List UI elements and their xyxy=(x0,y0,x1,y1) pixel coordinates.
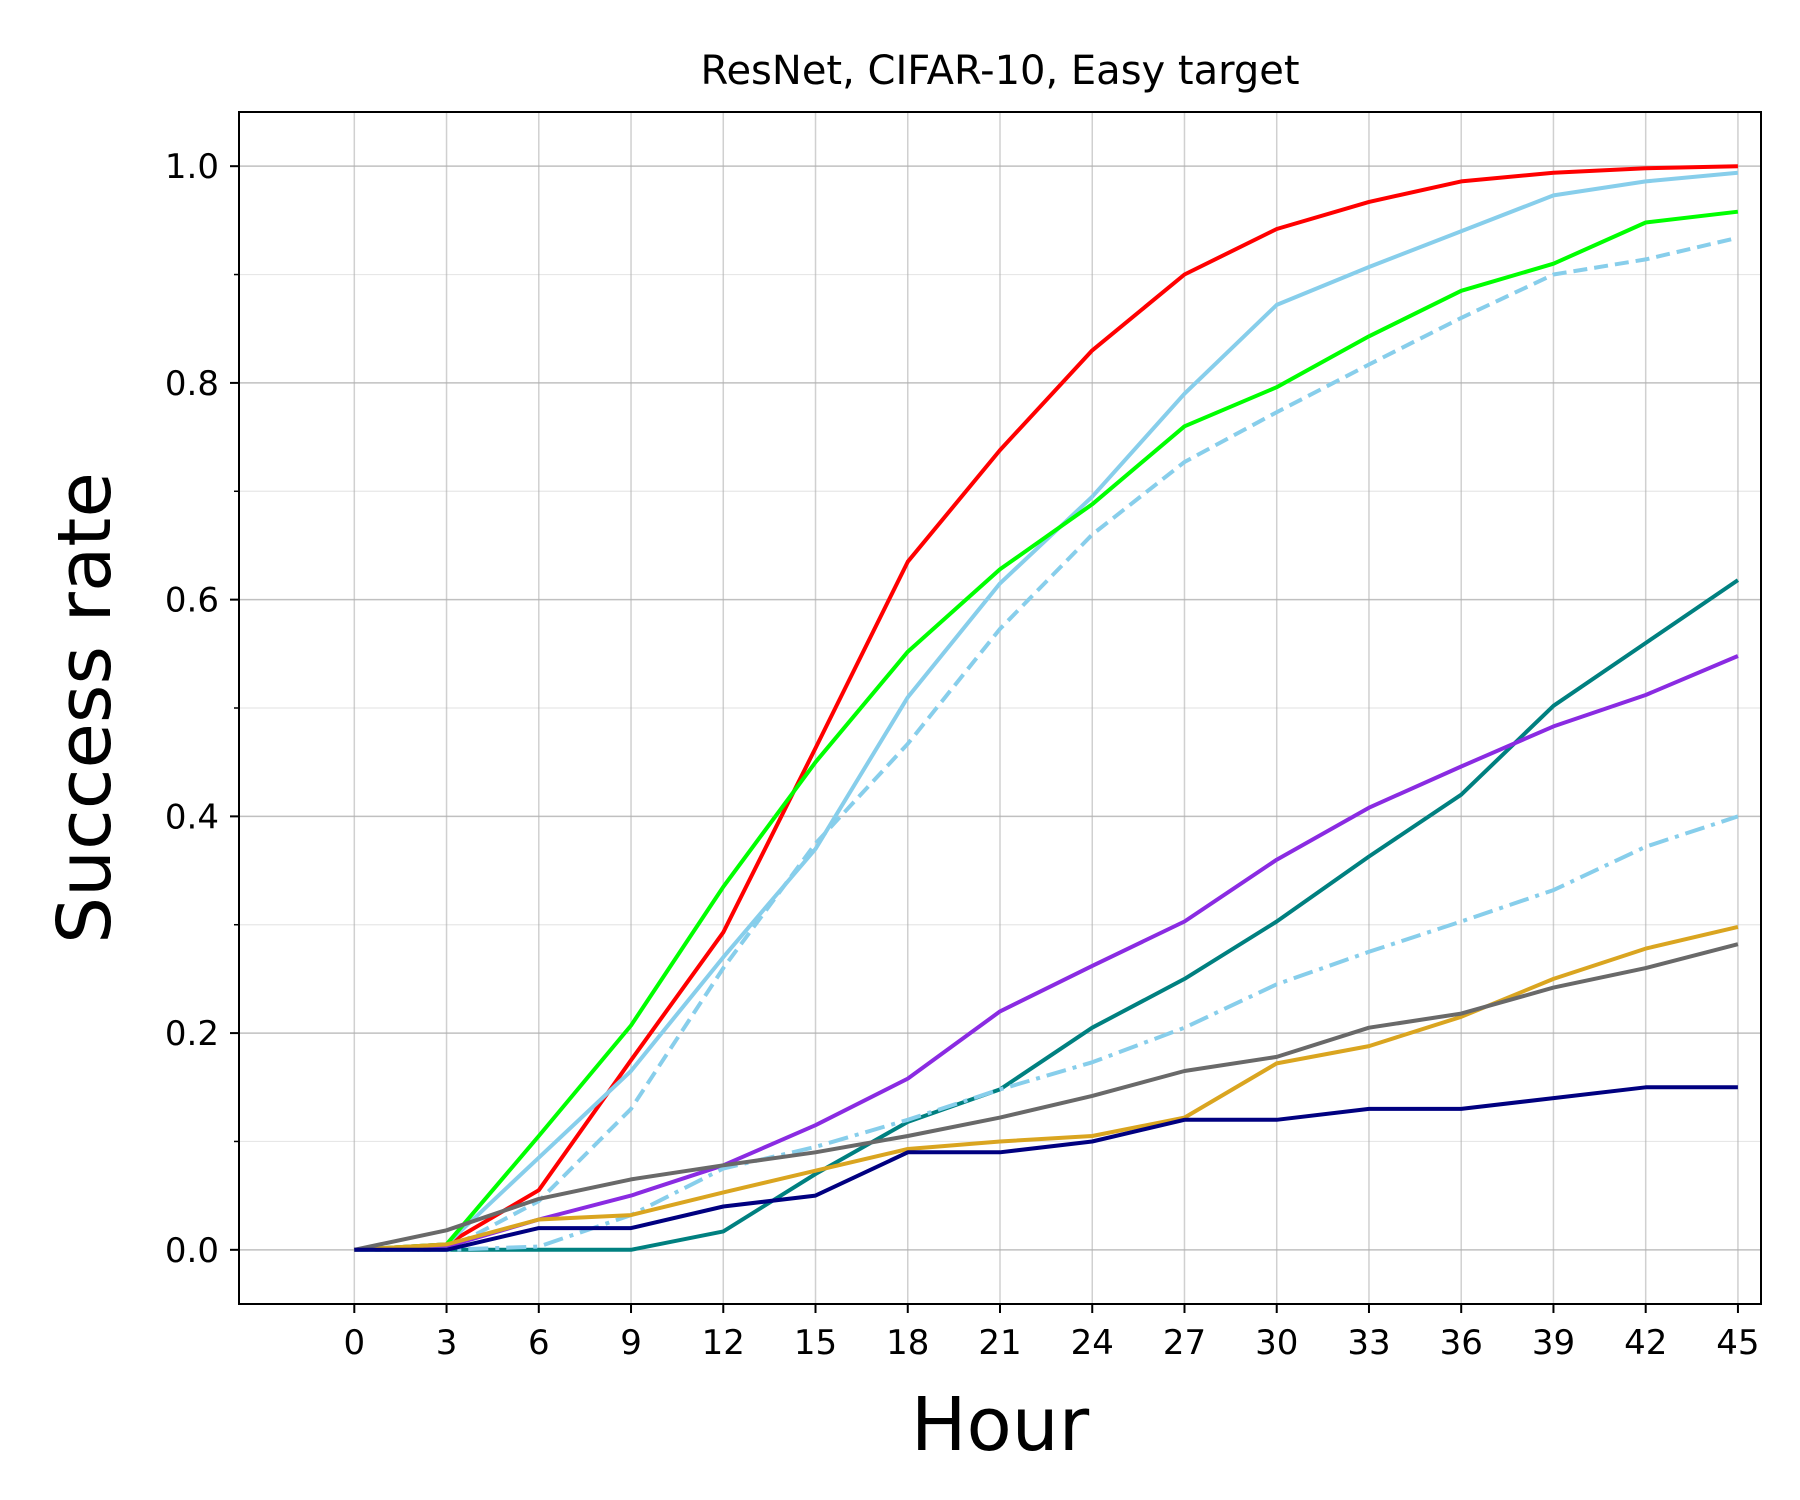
x-tick-label: 39 xyxy=(1532,1323,1575,1363)
axis-ticks: 0 3 6 9 12 15 18 21 24 27 30 33 36 39 42 450.00.20.40.6… xyxy=(165,147,1760,1363)
x-tick-label: 42 xyxy=(1624,1323,1667,1363)
y-tick-label: 1.0 xyxy=(165,147,219,187)
x-tick-label: 33 xyxy=(1347,1323,1390,1363)
grid xyxy=(239,112,1761,1304)
series-line-9 xyxy=(353,942,1739,1252)
chart-title: ResNet, CIFAR-10, Easy target xyxy=(700,48,1299,94)
series-line-2 xyxy=(354,170,1739,1252)
series-line-4 xyxy=(354,235,1739,1252)
y-tick-label: 0.4 xyxy=(165,797,219,837)
y-tick-label: 0.8 xyxy=(165,364,219,404)
series-layer xyxy=(353,164,1740,1252)
x-tick-label: 27 xyxy=(1163,1323,1206,1363)
y-tick-label: 0.0 xyxy=(165,1231,219,1271)
y-tick-label: 0.2 xyxy=(165,1014,219,1054)
x-tick-label: 3 xyxy=(436,1323,458,1363)
y-tick-label: 0.6 xyxy=(165,581,219,621)
series-line-1 xyxy=(354,164,1738,1252)
series-line-7 xyxy=(354,814,1739,1252)
series-line-6 xyxy=(354,654,1739,1252)
series-line-3 xyxy=(354,209,1739,1252)
x-tick-label: 9 xyxy=(620,1323,642,1363)
x-tick-label: 36 xyxy=(1440,1323,1483,1363)
x-tick-label: 12 xyxy=(702,1323,745,1363)
x-tick-label: 30 xyxy=(1255,1323,1298,1363)
y-axis-label: Success rate xyxy=(42,472,128,944)
x-tick-label: 15 xyxy=(794,1323,837,1363)
x-tick-label: 21 xyxy=(978,1323,1021,1363)
x-tick-label: 45 xyxy=(1716,1323,1759,1363)
x-tick-label: 18 xyxy=(886,1323,929,1363)
x-axis-label: Hour xyxy=(911,1382,1090,1468)
x-tick-label: 0 xyxy=(343,1323,365,1363)
x-tick-label: 6 xyxy=(528,1323,550,1363)
series-line-8 xyxy=(354,924,1739,1252)
series-line-5 xyxy=(354,578,1740,1252)
x-tick-label: 24 xyxy=(1071,1323,1114,1363)
series-line-10 xyxy=(354,1085,1738,1252)
